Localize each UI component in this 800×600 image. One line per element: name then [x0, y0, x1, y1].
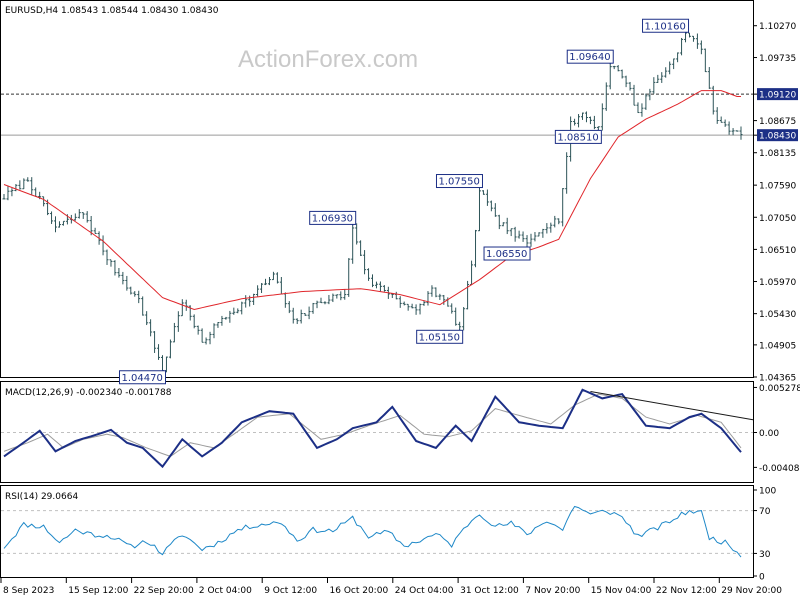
price-candles [2, 32, 743, 373]
annotation-box [416, 329, 464, 344]
annotation-box [309, 210, 357, 225]
annotation-label: 1.09640 [569, 52, 610, 63]
price-panel-frame [0, 0, 754, 378]
y-tick-highlight [757, 88, 798, 101]
x-tick-label: 22 Nov 12:00 [656, 586, 717, 596]
macd-y-tick-label: -0.004087 [759, 464, 800, 474]
x-tick-label: 22 Sep 20:00 [134, 586, 194, 596]
x-tick-label: 31 Oct 12:00 [460, 586, 519, 596]
annotation-label: 1.08510 [557, 132, 598, 143]
annotation-label: 1.07550 [438, 177, 479, 188]
rsi-y-tick-label: 0 [759, 573, 765, 583]
price-panel-title: EURUSD,H4 1.08543 1.08544 1.08430 1.0843… [5, 6, 219, 16]
annotation-box [642, 18, 690, 33]
price-annotations: 1.04470 1.06930 1.05150 1.07550 1.06550 1.085… [118, 18, 690, 385]
x-tick-label: 2 Oct 04:00 [199, 586, 252, 596]
annotation-box [118, 370, 166, 385]
macd-panel-title: MACD(12,26,9) -0.002340 -0.001788 [5, 388, 172, 398]
y-tick-label: 1.06510 [759, 246, 796, 256]
annotation-label: 1.06930 [312, 213, 353, 224]
y-tick-label: 1.10270 [759, 22, 796, 32]
annotation-label: 1.10160 [645, 21, 686, 32]
annotation-label: 1.06550 [486, 249, 527, 260]
y-tick-label: 1.08675 [759, 117, 796, 127]
y-tick-label: 1.07590 [759, 182, 796, 192]
watermark: ActionForex.com [238, 46, 418, 73]
macd-signal-line [3, 393, 742, 457]
y-tick-label: 1.08430 [759, 132, 796, 142]
y-tick-label: 1.09120 [759, 91, 796, 101]
annotation-label: 1.05150 [419, 332, 460, 343]
x-tick-label: 24 Oct 04:00 [395, 586, 454, 596]
y-tick-label: 1.05970 [759, 278, 796, 288]
y-tick-label: 1.07050 [759, 214, 796, 224]
rsi-line [3, 505, 742, 558]
annotation-box [554, 129, 602, 144]
rsi-layer: 100 70 30 0 [1, 487, 776, 583]
macd-y-tick-label: 0.00 [759, 429, 779, 439]
y-tick-label: 1.04365 [759, 374, 796, 384]
y-tick-highlight [757, 129, 798, 142]
moving-average-line [3, 90, 741, 311]
x-axis: 8 Sep 2023 15 Sep 12:00 22 Sep 20:00 2 Oct … [0, 578, 782, 596]
rsi-panel-frame [0, 485, 754, 578]
x-tick-label: 8 Sep 2023 [3, 586, 54, 596]
x-tick-label: 9 Oct 12:00 [264, 586, 317, 596]
annotation-box [566, 49, 614, 64]
y-tick-label: 1.05430 [759, 310, 796, 320]
x-tick-label: 15 Sep 12:00 [68, 586, 128, 596]
macd-layer: 0.005278 0.00 -0.004087 [1, 384, 800, 474]
x-tick-label: 29 Nov 20:00 [721, 586, 782, 596]
price-reference-lines [1, 93, 753, 136]
annotation-box [483, 246, 531, 261]
macd-line [3, 388, 742, 469]
macd-trendline [590, 391, 754, 421]
rsi-y-tick-label: 70 [759, 507, 771, 517]
annotation-box [435, 174, 483, 189]
annotation-label: 1.04470 [121, 373, 162, 384]
y-tick-label: 1.04905 [759, 341, 796, 351]
rsi-panel-title: RSI(14) 29.0664 [5, 492, 78, 502]
x-tick-label: 16 Oct 20:00 [330, 586, 389, 596]
price-axis: 1.10270 1.09735 1.09120 1.08675 1.08430 1.081… [753, 22, 798, 384]
y-tick-label: 1.09735 [759, 54, 796, 64]
x-tick-label: 15 Nov 04:00 [591, 586, 652, 596]
y-tick-label: 1.08135 [759, 149, 796, 159]
rsi-y-tick-label: 30 [759, 550, 771, 560]
rsi-y-tick-label: 100 [759, 487, 776, 497]
x-tick-label: 7 Nov 20:00 [525, 586, 580, 596]
macd-y-tick-label: 0.005278 [759, 384, 800, 394]
